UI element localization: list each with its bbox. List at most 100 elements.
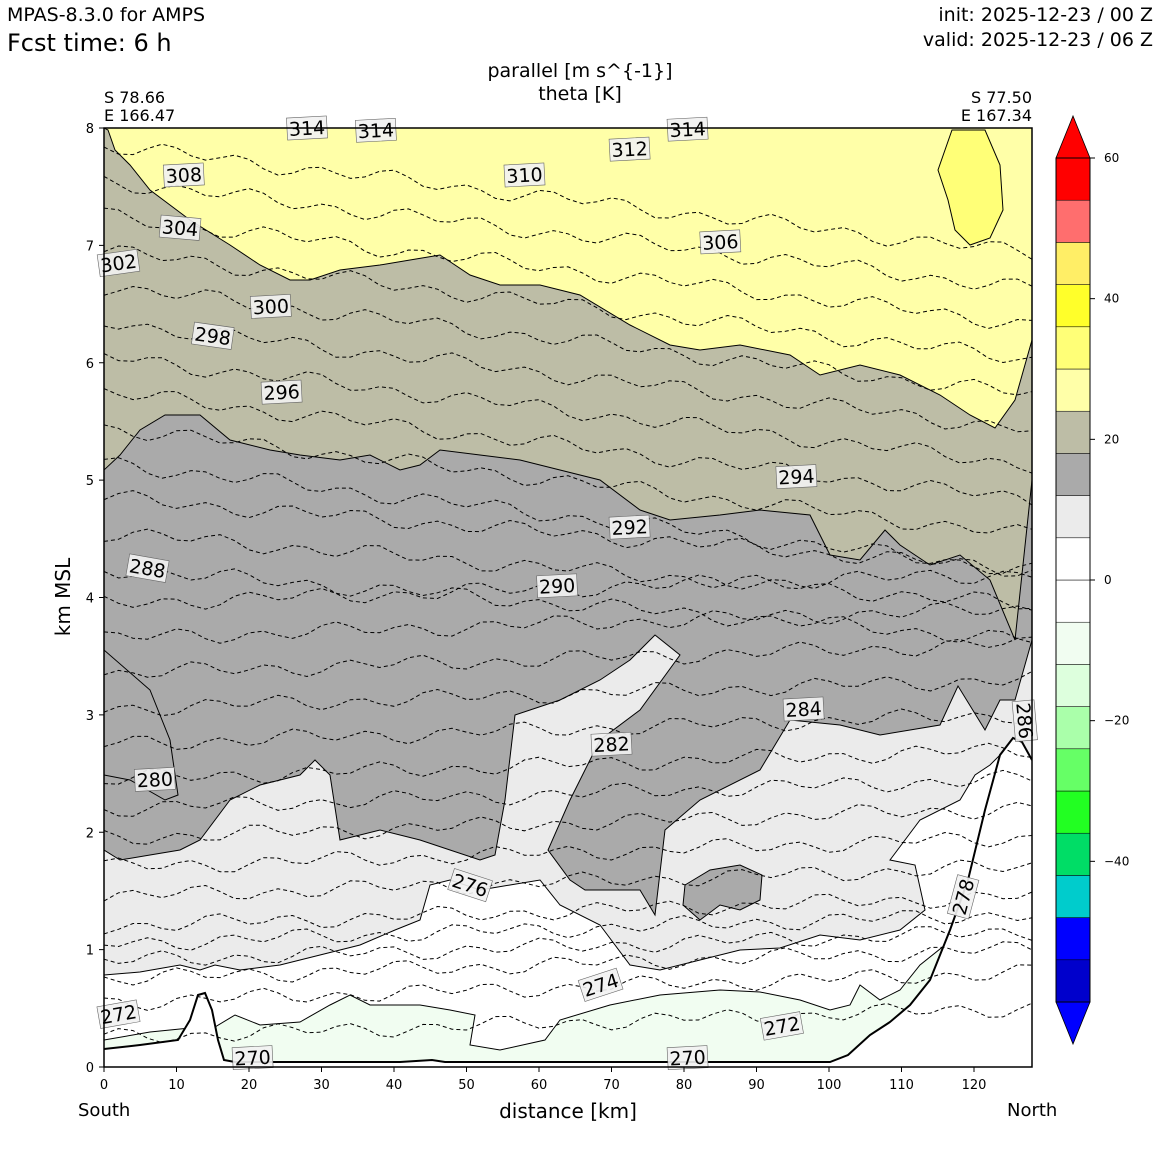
- theta-contour: [104, 636, 1032, 678]
- y-tick-label: 7: [86, 239, 94, 254]
- x-tick-label: 20: [241, 1078, 258, 1093]
- svg-text:314: 314: [288, 117, 325, 141]
- theta-contour: [104, 528, 1032, 610]
- y-tick-label: 3: [86, 709, 94, 724]
- start-lat: S 78.66: [104, 88, 166, 107]
- chart-title: parallel [m s^{-1}]: [487, 60, 673, 82]
- theta-contour: [104, 568, 1032, 644]
- theta-label: 306: [699, 229, 742, 255]
- colorbar-segment: [1055, 326, 1091, 370]
- terrain-line: [104, 736, 1032, 1063]
- theta-contour: [104, 801, 1032, 845]
- forecast-time: Fcst time: 6 h: [7, 29, 172, 57]
- valid-time: valid: 2025-12-23 / 06 Z: [922, 29, 1153, 51]
- fill-yellow: [104, 128, 1032, 429]
- colorbar-segment: [1055, 917, 1091, 961]
- theta-label: 314: [355, 117, 397, 143]
- theta-label: 270: [231, 1045, 274, 1071]
- y-axis-label: km MSL: [51, 557, 75, 636]
- x-tick-label: 110: [889, 1078, 914, 1093]
- svg-text:270: 270: [234, 1047, 271, 1071]
- colorbar-tick-label: −40: [1104, 854, 1129, 868]
- colorbar-segment: [1055, 368, 1091, 412]
- x-tick-label: 50: [458, 1078, 475, 1093]
- theta-label: 308: [162, 162, 205, 188]
- x-tick-label: 0: [100, 1078, 108, 1093]
- theta-label: 286: [1011, 699, 1038, 742]
- y-tick-label: 0: [86, 1061, 94, 1076]
- svg-text:296: 296: [263, 381, 300, 405]
- theta-contour: [104, 742, 1032, 785]
- wind-fill-layer: [104, 128, 1032, 1067]
- theta-contour: [104, 708, 1032, 750]
- start-coordinates: S 78.66 E 166.47: [104, 89, 175, 125]
- theta-label: 304: [158, 214, 202, 241]
- theta-contour: [104, 910, 1032, 951]
- svg-text:290: 290: [538, 575, 575, 599]
- model-title: MPAS-8.3.0 for AMPS: [7, 4, 206, 26]
- colorbar-tick-label: 40: [1104, 292, 1119, 306]
- theta-label: 310: [503, 162, 546, 188]
- theta-label: 282: [590, 731, 633, 757]
- theta-contour: [104, 891, 1032, 935]
- colorbar-segment: [1055, 410, 1091, 454]
- y-tick-label: 5: [86, 474, 94, 489]
- x-axis-label: distance [km]: [499, 1099, 637, 1123]
- theta-contour: [104, 1002, 1032, 1044]
- colorbar-segment: [1055, 453, 1091, 496]
- theta-label: 280: [133, 767, 176, 792]
- x-tick-label: 10: [168, 1078, 185, 1093]
- left-end-label: South: [78, 1100, 131, 1121]
- y-tick-label: 4: [86, 592, 94, 607]
- theta-label: 292: [608, 514, 651, 540]
- theta-contour: [104, 245, 1032, 364]
- x-tick-label: 120: [962, 1078, 987, 1093]
- end-lat: S 77.50: [970, 88, 1032, 107]
- init-time: init: 2025-12-23 / 00 Z: [938, 4, 1153, 26]
- svg-text:294: 294: [778, 466, 815, 490]
- theta-contour: [104, 964, 1032, 1011]
- theta-contour: [104, 143, 1032, 260]
- theta-contour: [104, 424, 1032, 534]
- colorbar-segment: [1055, 537, 1091, 581]
- colorbar-segment: [1055, 199, 1091, 243]
- svg-text:306: 306: [702, 231, 739, 255]
- colorbar-tick-label: 20: [1104, 432, 1119, 446]
- theta-label: 296: [260, 379, 303, 405]
- theta-contour: [104, 670, 1032, 717]
- end-coordinates: S 77.50 E 167.34: [961, 89, 1032, 125]
- theta-label: 272: [759, 1011, 804, 1041]
- theta-label: 284: [782, 696, 825, 722]
- svg-text:300: 300: [252, 295, 289, 319]
- colorbar-segment: [1055, 621, 1091, 665]
- svg-text:298: 298: [193, 323, 232, 350]
- colorbar-segment: [1055, 706, 1091, 750]
- colorbar-segment: [1055, 664, 1091, 707]
- theta-contour: [104, 207, 1032, 329]
- theta-contour: [104, 831, 1032, 873]
- theta-contour: [104, 323, 1032, 433]
- theta-contour: [104, 457, 1032, 575]
- colorbar-extend-max: [1055, 114, 1091, 159]
- theta-label: 272: [96, 999, 141, 1029]
- x-tick-label: 90: [748, 1078, 765, 1093]
- x-tick-label: 40: [386, 1078, 403, 1093]
- fill-blob-gray: [682, 864, 763, 921]
- svg-text:284: 284: [785, 698, 822, 722]
- right-end-label: North: [1007, 1100, 1058, 1121]
- theta-label: 290: [536, 573, 578, 599]
- y-tick-label: 8: [86, 122, 94, 137]
- svg-text:292: 292: [611, 516, 648, 540]
- colorbar-segment: [1055, 959, 1091, 1003]
- theta-label: 300: [249, 294, 292, 319]
- svg-text:270: 270: [669, 1047, 706, 1071]
- x-tick-label: 70: [603, 1078, 620, 1093]
- svg-text:314: 314: [357, 119, 394, 143]
- theta-contour: [104, 490, 1032, 577]
- theta-contour: [104, 601, 1032, 644]
- theta-label: 288: [125, 553, 170, 583]
- axis-ticks: 0 10 20 30 40 50 60 70 80 90 100 110 120 0 1 2 3 4 5 6 7 8: [86, 122, 987, 1093]
- svg-text:308: 308: [165, 164, 202, 188]
- x-tick-label: 60: [531, 1078, 548, 1093]
- x-tick-label: 100: [817, 1078, 842, 1093]
